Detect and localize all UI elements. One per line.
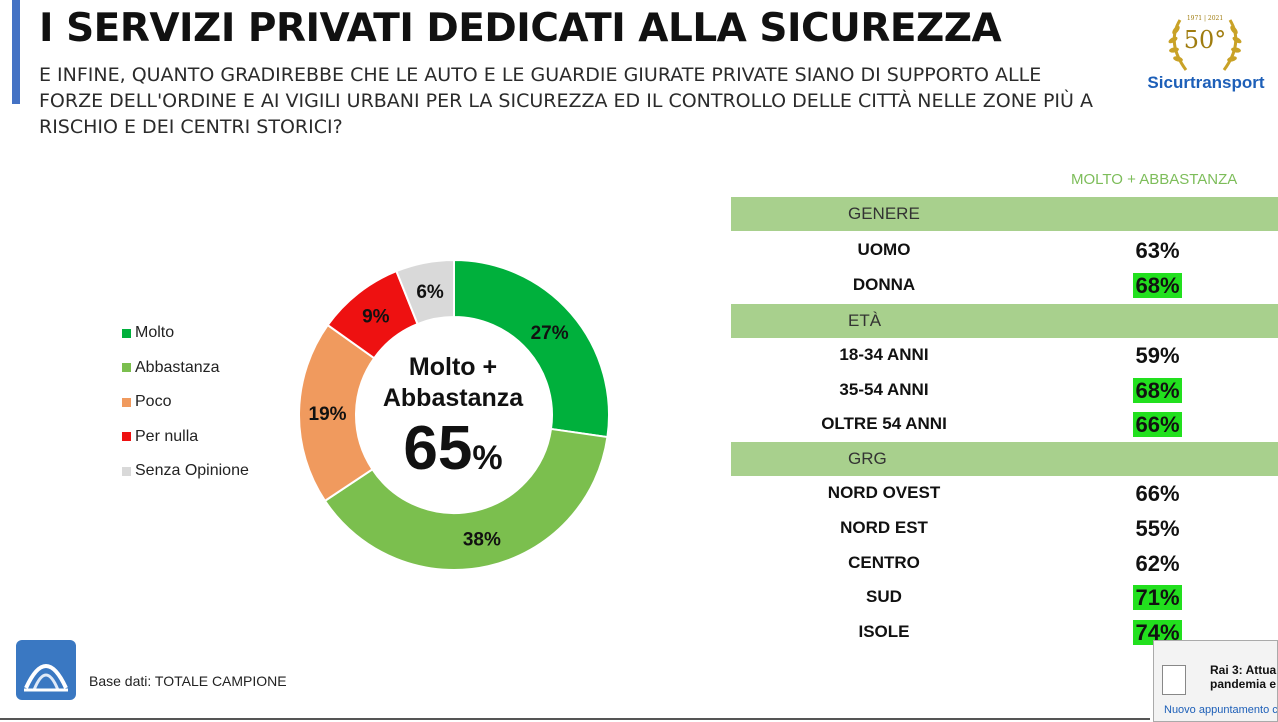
legend-label: Poco — [135, 393, 172, 411]
legend-swatch — [122, 432, 131, 442]
legend-item: Senza Opinione — [122, 454, 249, 489]
table-row-value: 66% — [1133, 412, 1182, 437]
slice-value-label: 6% — [416, 282, 444, 303]
brand-years: 1971 | 2021 — [1187, 15, 1223, 22]
center-number: 65 — [403, 414, 473, 483]
center-line1: Molto + — [408, 353, 498, 381]
table-row-value: 62% — [1135, 551, 1180, 576]
donut-slice — [453, 258, 610, 439]
page-title: I SERVIZI PRIVATI DEDICATI ALLA SICUREZZ… — [39, 6, 1002, 51]
chart-legend: Molto Abbastanza Poco Per nulla Senza Opinio… — [122, 316, 249, 489]
brand-anniversary: 50° — [1184, 26, 1227, 54]
notification-subtext: Nuovo appuntamento c — [1164, 704, 1278, 716]
sicurtransport-laurel-logo: 1971 | 2021 50° — [1168, 15, 1242, 71]
question-text: E INFINE, QUANTO GRADIREBBE CHE LE AUTO … — [39, 64, 1093, 138]
table-row-label: 18-34 ANNI — [839, 345, 929, 364]
title-accent-bar — [12, 0, 20, 104]
table-row-label: UOMO — [857, 240, 911, 259]
donut-center-label: Molto + Abbastanza 65% — [355, 352, 551, 493]
table-row-label: NORD EST — [840, 518, 928, 537]
legend-label: Per nulla — [135, 427, 199, 445]
legend-item: Poco — [122, 385, 249, 420]
legend-label: Abbastanza — [135, 358, 220, 376]
table-row-value: 68% — [1133, 273, 1182, 298]
table-row-label: SUD — [866, 587, 902, 606]
table-group-label: GENERE — [848, 204, 920, 223]
table-group-header: GRG — [731, 442, 1278, 476]
center-unit: % — [472, 439, 503, 477]
notification-popup[interactable]: Rai 3: Attual pandemia e Nuovo appuntamen… — [1153, 640, 1278, 722]
center-line2: Abbastanza — [382, 384, 524, 412]
table-column-header: MOLTO + ABBASTANZA — [1071, 171, 1238, 188]
legend-item: Per nulla — [122, 420, 249, 455]
bottom-divider — [0, 718, 1150, 720]
document-icon — [1162, 665, 1186, 695]
institute-logo — [16, 640, 76, 700]
table-row-label: 35-54 ANNI — [839, 380, 929, 399]
brand-name: Sicurtransport — [1147, 73, 1265, 92]
table-row-label: OLTRE 54 ANNI — [821, 414, 947, 433]
legend-swatch — [122, 466, 131, 476]
donut-chart: 27% 38% 19% 9% 6% — [298, 258, 610, 571]
table-row-value: 63% — [1135, 238, 1180, 263]
legend-label: Senza Opinione — [135, 462, 249, 480]
legend-swatch — [122, 397, 131, 407]
table-group-header: ETÀ — [731, 304, 1278, 338]
legend-label: Molto — [135, 324, 175, 342]
table-group-label: GRG — [848, 449, 887, 468]
donut-slice — [323, 427, 609, 571]
table-row-value: 66% — [1135, 481, 1180, 506]
legend-swatch — [122, 363, 131, 373]
slice-value-label: 38% — [463, 529, 501, 550]
legend-swatch — [122, 328, 131, 338]
center-value: 65% — [355, 414, 551, 493]
legend-item: Molto — [122, 316, 249, 351]
slice-value-label: 27% — [531, 323, 569, 344]
table-row-label: CENTRO — [848, 553, 920, 572]
table-row-label: NORD OVEST — [827, 483, 941, 502]
slice-value-label: 19% — [309, 404, 347, 425]
table-row-label: DONNA — [852, 275, 916, 294]
base-data-note: Base dati: TOTALE CAMPIONE — [89, 673, 287, 689]
table-group-label: ETÀ — [848, 311, 882, 330]
donut-slice — [395, 258, 455, 326]
table-row-value: 71% — [1133, 585, 1182, 610]
table-row-value: 55% — [1135, 516, 1180, 541]
notification-title: Rai 3: Attual pandemia e — [1210, 663, 1278, 691]
table-row-label: ISOLE — [858, 622, 910, 641]
table-group-header: GENERE — [731, 197, 1278, 231]
legend-item: Abbastanza — [122, 351, 249, 386]
slice-value-label: 9% — [362, 307, 390, 328]
table-row-value: 59% — [1135, 343, 1180, 368]
table-row-value: 68% — [1133, 378, 1182, 403]
